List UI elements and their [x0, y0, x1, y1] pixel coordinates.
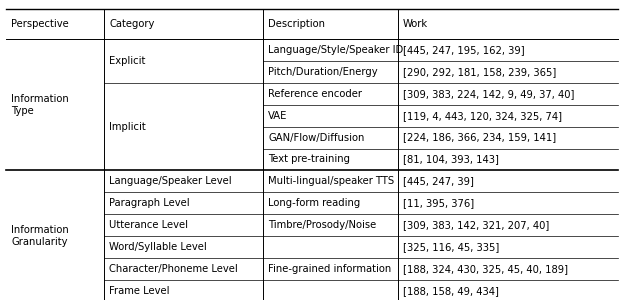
- Text: Timbre/Prosody/Noise: Timbre/Prosody/Noise: [268, 220, 376, 230]
- Text: [188, 324, 430, 325, 45, 40, 189]: [188, 324, 430, 325, 45, 40, 189]: [402, 264, 568, 274]
- Text: Information
Granularity: Information Granularity: [11, 225, 69, 247]
- Text: Character/Phoneme Level: Character/Phoneme Level: [109, 264, 238, 274]
- Text: Information
Type: Information Type: [11, 94, 69, 116]
- Text: Utterance Level: Utterance Level: [109, 220, 188, 230]
- Text: [119, 4, 443, 120, 324, 325, 74]: [119, 4, 443, 120, 324, 325, 74]: [402, 111, 562, 121]
- Text: [445, 247, 195, 162, 39]: [445, 247, 195, 162, 39]: [402, 45, 524, 55]
- Text: [188, 158, 49, 434]: [188, 158, 49, 434]: [402, 286, 499, 296]
- Text: [309, 383, 142, 321, 207, 40]: [309, 383, 142, 321, 207, 40]: [402, 220, 549, 230]
- Text: Language/Speaker Level: Language/Speaker Level: [109, 176, 232, 186]
- Text: Fine-grained information: Fine-grained information: [268, 264, 391, 274]
- Text: GAN/Flow/Diffusion: GAN/Flow/Diffusion: [268, 133, 364, 142]
- Text: Frame Level: Frame Level: [109, 286, 170, 296]
- Text: Text pre-training: Text pre-training: [268, 154, 350, 164]
- Text: Word/Syllable Level: Word/Syllable Level: [109, 242, 207, 252]
- Text: [81, 104, 393, 143]: [81, 104, 393, 143]: [402, 154, 499, 164]
- Text: [445, 247, 39]: [445, 247, 39]: [402, 176, 474, 186]
- Text: Long-form reading: Long-form reading: [268, 198, 360, 208]
- Text: VAE: VAE: [268, 111, 288, 121]
- Text: Implicit: Implicit: [109, 122, 146, 132]
- Text: Work: Work: [402, 19, 427, 29]
- Text: [325, 116, 45, 335]: [325, 116, 45, 335]: [402, 242, 499, 252]
- Text: Explicit: Explicit: [109, 56, 145, 66]
- Text: [309, 383, 224, 142, 9, 49, 37, 40]: [309, 383, 224, 142, 9, 49, 37, 40]: [402, 89, 574, 99]
- Text: Paragraph Level: Paragraph Level: [109, 198, 190, 208]
- Text: Category: Category: [109, 19, 155, 29]
- Text: Language/Style/Speaker ID: Language/Style/Speaker ID: [268, 45, 403, 55]
- Text: Multi-lingual/speaker TTS: Multi-lingual/speaker TTS: [268, 176, 394, 186]
- Text: Pitch/Duration/Energy: Pitch/Duration/Energy: [268, 67, 378, 77]
- Text: Description: Description: [268, 19, 325, 29]
- Text: Reference encoder: Reference encoder: [268, 89, 362, 99]
- Text: [224, 186, 366, 234, 159, 141]: [224, 186, 366, 234, 159, 141]: [402, 133, 556, 142]
- Text: [11, 395, 376]: [11, 395, 376]: [402, 198, 474, 208]
- Text: [290, 292, 181, 158, 239, 365]: [290, 292, 181, 158, 239, 365]: [402, 67, 556, 77]
- Text: Perspective: Perspective: [11, 19, 69, 29]
